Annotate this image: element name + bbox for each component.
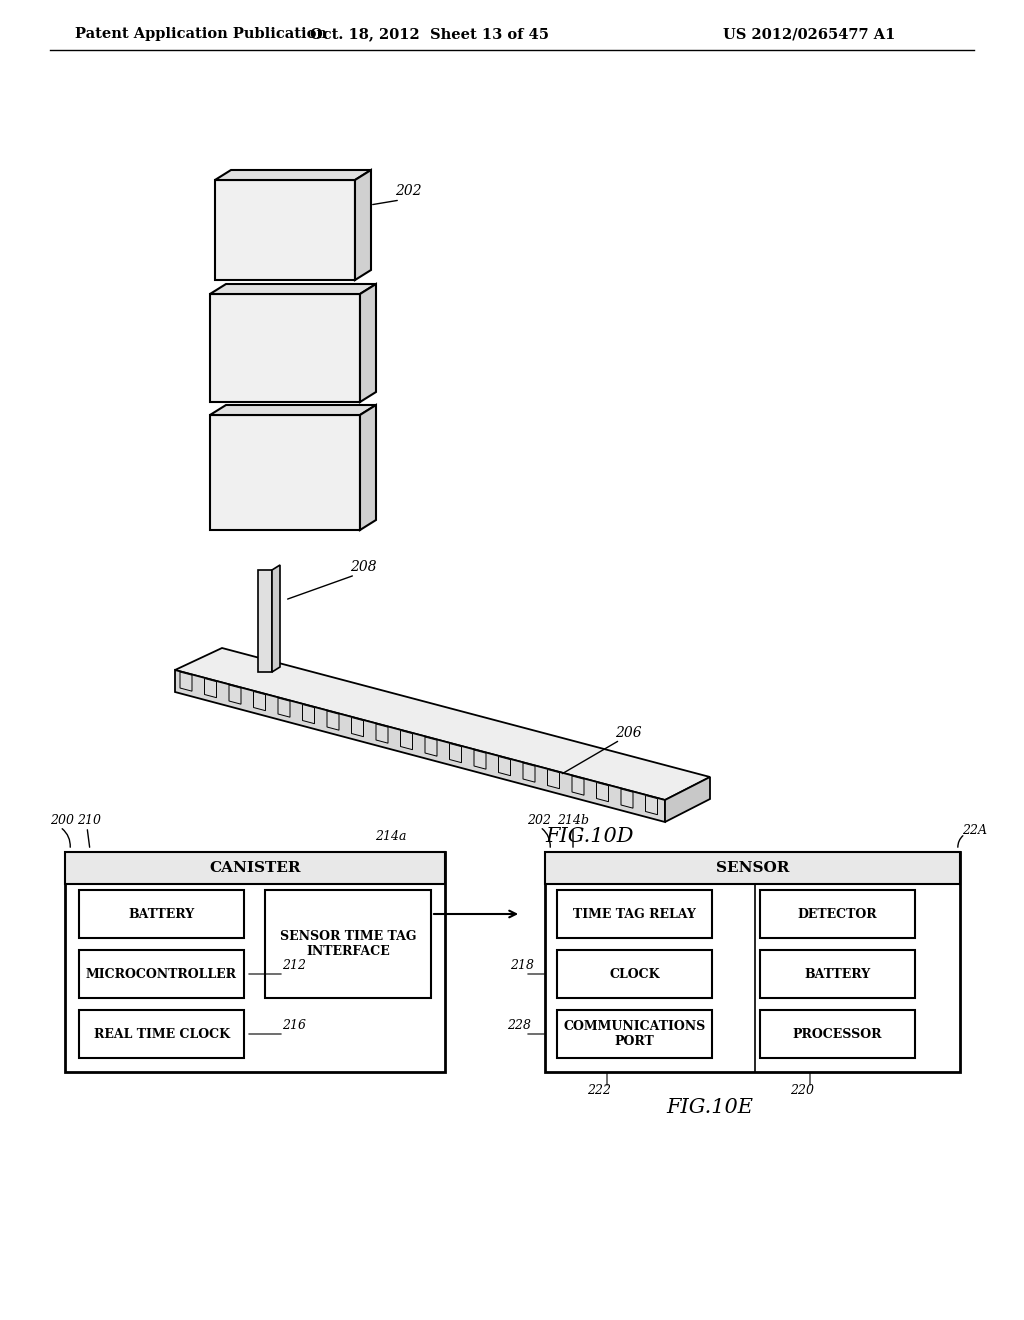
Polygon shape bbox=[572, 776, 584, 795]
Polygon shape bbox=[597, 783, 608, 801]
Polygon shape bbox=[665, 777, 710, 822]
Polygon shape bbox=[205, 678, 216, 698]
Polygon shape bbox=[210, 284, 376, 294]
Polygon shape bbox=[376, 723, 388, 743]
Text: Oct. 18, 2012  Sheet 13 of 45: Oct. 18, 2012 Sheet 13 of 45 bbox=[310, 26, 550, 41]
Polygon shape bbox=[523, 763, 535, 783]
Polygon shape bbox=[272, 565, 280, 672]
Bar bbox=[265, 890, 431, 998]
Bar bbox=[760, 890, 915, 939]
Text: CANISTER: CANISTER bbox=[209, 861, 301, 875]
Polygon shape bbox=[327, 711, 339, 730]
Polygon shape bbox=[215, 170, 371, 180]
Polygon shape bbox=[499, 756, 511, 776]
Polygon shape bbox=[229, 685, 241, 704]
Text: CLOCK: CLOCK bbox=[609, 968, 659, 981]
Text: 218: 218 bbox=[510, 960, 534, 972]
Text: DETECTOR: DETECTOR bbox=[798, 908, 878, 920]
Bar bbox=[65, 851, 445, 1072]
Text: REAL TIME CLOCK: REAL TIME CLOCK bbox=[93, 1027, 229, 1040]
Text: SENSOR TIME TAG
INTERFACE: SENSOR TIME TAG INTERFACE bbox=[280, 931, 416, 958]
Text: 222: 222 bbox=[587, 1084, 611, 1097]
Polygon shape bbox=[351, 718, 364, 737]
Polygon shape bbox=[360, 405, 376, 531]
Text: BATTERY: BATTERY bbox=[128, 908, 195, 920]
Text: BATTERY: BATTERY bbox=[805, 968, 870, 981]
Bar bbox=[79, 1010, 244, 1059]
Text: 214b: 214b bbox=[557, 814, 589, 828]
Polygon shape bbox=[210, 294, 360, 403]
Polygon shape bbox=[621, 789, 633, 808]
Text: 208: 208 bbox=[350, 560, 377, 574]
Text: 200: 200 bbox=[50, 814, 74, 828]
Text: FIG.10D: FIG.10D bbox=[546, 828, 634, 846]
Text: 212: 212 bbox=[282, 960, 306, 972]
Polygon shape bbox=[215, 180, 355, 280]
Text: TIME TAG RELAY: TIME TAG RELAY bbox=[573, 908, 696, 920]
Polygon shape bbox=[180, 672, 193, 692]
Polygon shape bbox=[210, 405, 376, 414]
Bar bbox=[79, 950, 244, 998]
Polygon shape bbox=[355, 170, 371, 280]
Bar bbox=[760, 950, 915, 998]
Text: FIG.10E: FIG.10E bbox=[667, 1098, 754, 1117]
Bar bbox=[65, 851, 445, 884]
Bar bbox=[545, 851, 961, 884]
Text: 202: 202 bbox=[527, 814, 551, 828]
Polygon shape bbox=[425, 737, 437, 756]
Polygon shape bbox=[474, 750, 486, 770]
Polygon shape bbox=[278, 698, 290, 717]
Polygon shape bbox=[210, 414, 360, 531]
Polygon shape bbox=[548, 770, 559, 788]
Text: 216: 216 bbox=[282, 1019, 306, 1032]
Bar bbox=[79, 890, 244, 939]
Text: 210: 210 bbox=[77, 814, 101, 828]
Polygon shape bbox=[450, 743, 462, 763]
Text: 206: 206 bbox=[615, 726, 642, 741]
Bar bbox=[557, 1010, 712, 1059]
Text: PROCESSOR: PROCESSOR bbox=[793, 1027, 883, 1040]
Bar bbox=[545, 851, 961, 1072]
Text: 214a: 214a bbox=[375, 830, 407, 843]
Text: SENSOR: SENSOR bbox=[716, 861, 790, 875]
Text: 220: 220 bbox=[790, 1084, 814, 1097]
Bar bbox=[760, 1010, 915, 1059]
Text: MICROCONTROLLER: MICROCONTROLLER bbox=[86, 968, 237, 981]
Text: US 2012/0265477 A1: US 2012/0265477 A1 bbox=[723, 26, 895, 41]
Text: 22A: 22A bbox=[962, 824, 987, 837]
Text: Patent Application Publication: Patent Application Publication bbox=[75, 26, 327, 41]
Polygon shape bbox=[302, 705, 314, 723]
Text: COMMUNICATIONS
PORT: COMMUNICATIONS PORT bbox=[563, 1020, 706, 1048]
Bar bbox=[557, 890, 712, 939]
Polygon shape bbox=[258, 570, 272, 672]
Polygon shape bbox=[254, 692, 265, 710]
Polygon shape bbox=[645, 796, 657, 814]
Bar bbox=[557, 950, 712, 998]
Text: 228: 228 bbox=[507, 1019, 531, 1032]
Polygon shape bbox=[175, 648, 710, 800]
Polygon shape bbox=[360, 284, 376, 403]
Text: 202: 202 bbox=[395, 183, 422, 198]
Polygon shape bbox=[175, 671, 665, 822]
Polygon shape bbox=[400, 730, 413, 750]
